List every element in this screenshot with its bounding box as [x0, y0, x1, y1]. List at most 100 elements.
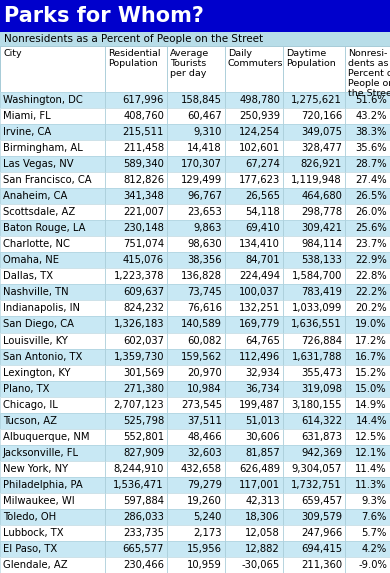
Text: Las Vegas, NV: Las Vegas, NV	[3, 159, 74, 169]
Bar	[0, 140, 105, 156]
Text: 1,536,471: 1,536,471	[113, 480, 164, 490]
Bar	[0, 493, 390, 509]
Text: 76,616: 76,616	[187, 304, 222, 313]
Bar	[283, 268, 345, 284]
Text: 32,603: 32,603	[187, 448, 222, 458]
Bar	[167, 300, 225, 316]
Bar	[283, 332, 345, 348]
Text: 10,984: 10,984	[187, 383, 222, 394]
Bar	[0, 316, 105, 332]
Bar	[0, 332, 390, 348]
Text: Nashville, TN: Nashville, TN	[3, 288, 69, 297]
Bar	[105, 108, 167, 124]
Bar	[225, 364, 283, 380]
Text: 48,466: 48,466	[187, 431, 222, 442]
Bar	[225, 140, 283, 156]
Text: 12.1%: 12.1%	[355, 448, 387, 458]
Bar	[283, 413, 345, 429]
Bar	[0, 461, 105, 477]
Bar	[0, 108, 390, 124]
Text: Miami, FL: Miami, FL	[3, 111, 51, 121]
Bar	[167, 541, 225, 557]
Bar	[345, 108, 390, 124]
Text: 67,274: 67,274	[245, 159, 280, 169]
Bar	[283, 316, 345, 332]
Bar	[0, 364, 390, 380]
Text: 17.2%: 17.2%	[355, 336, 387, 346]
Text: 224,494: 224,494	[239, 272, 280, 281]
Bar	[283, 284, 345, 300]
Bar	[283, 429, 345, 445]
Bar	[0, 541, 105, 557]
Text: 11.3%: 11.3%	[355, 480, 387, 490]
Bar	[0, 380, 105, 397]
Bar	[0, 252, 390, 268]
Bar	[105, 124, 167, 140]
Bar	[0, 509, 105, 525]
Bar	[345, 332, 390, 348]
Text: Indianapolis, IN: Indianapolis, IN	[3, 304, 80, 313]
Bar	[0, 557, 105, 573]
Text: 12,058: 12,058	[245, 528, 280, 538]
Text: Anaheim, CA: Anaheim, CA	[3, 191, 67, 201]
Bar	[0, 397, 105, 413]
Bar	[167, 445, 225, 461]
Bar	[0, 429, 105, 445]
Text: 309,579: 309,579	[301, 512, 342, 522]
Text: 211,360: 211,360	[301, 560, 342, 570]
Bar	[345, 557, 390, 573]
Bar	[225, 397, 283, 413]
Text: El Paso, TX: El Paso, TX	[3, 544, 57, 554]
Text: Louisville, KY: Louisville, KY	[3, 336, 68, 346]
Bar	[0, 204, 105, 220]
Bar	[225, 108, 283, 124]
Text: 432,658: 432,658	[181, 464, 222, 474]
Bar	[345, 92, 390, 108]
Bar	[225, 348, 283, 364]
Bar	[225, 557, 283, 573]
Bar	[0, 236, 390, 252]
Text: 26,565: 26,565	[245, 191, 280, 201]
Text: City: City	[3, 49, 21, 58]
Text: 2,173: 2,173	[193, 528, 222, 538]
Bar	[225, 445, 283, 461]
Text: 827,909: 827,909	[123, 448, 164, 458]
Text: 211,458: 211,458	[123, 143, 164, 153]
Bar	[283, 541, 345, 557]
Text: Lexington, KY: Lexington, KY	[3, 368, 71, 378]
Bar	[225, 461, 283, 477]
Text: 22.9%: 22.9%	[355, 256, 387, 265]
Bar	[105, 172, 167, 188]
Bar	[345, 268, 390, 284]
Bar	[105, 461, 167, 477]
Bar	[0, 477, 105, 493]
Text: Nonresi-
dents as
Percent of
People on
the Street: Nonresi- dents as Percent of People on t…	[348, 49, 390, 98]
Text: 271,380: 271,380	[123, 383, 164, 394]
Bar	[105, 557, 167, 573]
Text: 1,631,788: 1,631,788	[291, 352, 342, 362]
Text: 328,477: 328,477	[301, 143, 342, 153]
Bar	[345, 46, 390, 92]
Text: 15,956: 15,956	[187, 544, 222, 554]
Bar	[0, 252, 105, 268]
Text: 112,496: 112,496	[239, 352, 280, 362]
Bar	[167, 397, 225, 413]
Text: 60,467: 60,467	[187, 111, 222, 121]
Bar	[225, 429, 283, 445]
Bar	[105, 316, 167, 332]
Text: 140,589: 140,589	[181, 320, 222, 329]
Text: 37,511: 37,511	[187, 415, 222, 426]
Text: San Diego, CA: San Diego, CA	[3, 320, 74, 329]
Text: 4.2%: 4.2%	[362, 544, 387, 554]
Text: 230,466: 230,466	[123, 560, 164, 570]
Text: 16.7%: 16.7%	[355, 352, 387, 362]
Bar	[345, 509, 390, 525]
Bar	[105, 445, 167, 461]
Bar	[0, 220, 390, 236]
Text: 942,369: 942,369	[301, 448, 342, 458]
Bar	[0, 0, 390, 32]
Text: 14,418: 14,418	[187, 143, 222, 153]
Text: 43.2%: 43.2%	[356, 111, 387, 121]
Bar	[225, 332, 283, 348]
Bar	[105, 236, 167, 252]
